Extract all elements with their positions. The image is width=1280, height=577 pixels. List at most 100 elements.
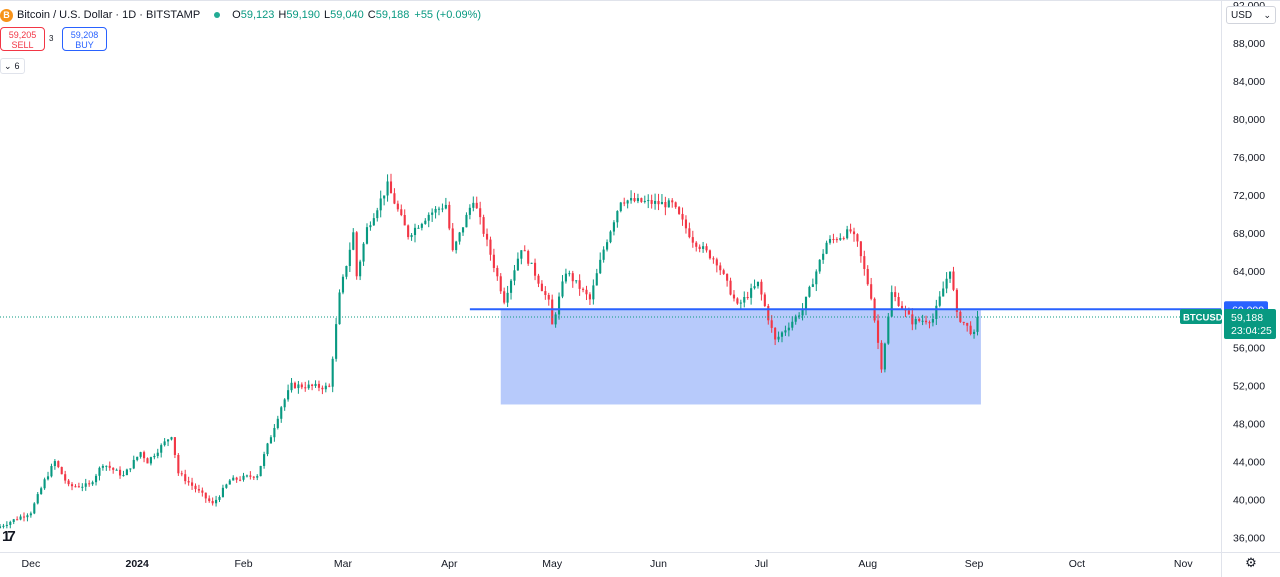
candle-body	[664, 201, 667, 208]
candle-body	[84, 483, 87, 487]
candle-body	[427, 214, 430, 221]
candle-body	[575, 280, 578, 282]
candle-body	[533, 262, 537, 276]
candle-body	[256, 476, 259, 478]
low-value: 59,040	[330, 9, 364, 21]
price-axis[interactable]: 36,00040,00044,00048,00052,00056,00060,0…	[1233, 0, 1265, 545]
candle-body	[413, 227, 417, 236]
gear-icon[interactable]: ⚙	[1245, 555, 1257, 570]
candle-body	[499, 276, 502, 292]
price-tick-label: 48,000	[1233, 419, 1265, 431]
candle-body	[948, 271, 952, 279]
candle-body	[924, 320, 928, 323]
candle-body	[160, 445, 163, 453]
candle-body	[485, 233, 489, 240]
candle-body	[335, 324, 338, 359]
price-tick-label: 76,000	[1233, 152, 1265, 164]
candle-body	[966, 322, 969, 326]
candle-body	[942, 288, 945, 297]
last-price-tag	[1224, 309, 1276, 340]
candle-body	[153, 455, 156, 458]
indicators-toggle-button[interactable]: ⌄ 6	[0, 58, 25, 74]
change-value: +55 (+0.09%)	[414, 9, 482, 21]
candle-body	[729, 280, 732, 295]
candle-body	[221, 487, 224, 497]
candle-body	[321, 387, 324, 390]
candle-body	[705, 246, 708, 251]
candle-body	[955, 289, 958, 312]
sell-price: 59,205	[8, 30, 37, 40]
candle-body	[918, 319, 921, 322]
candle-body	[746, 297, 749, 299]
price-tick-label: 88,000	[1233, 38, 1265, 50]
candle-body	[225, 484, 228, 488]
time-tick-label: Dec	[22, 558, 41, 570]
candle-body	[280, 407, 283, 419]
candle-body	[962, 321, 965, 323]
candle-body	[317, 383, 321, 388]
candle-body	[400, 209, 403, 216]
candle-body	[599, 259, 602, 274]
sell-button[interactable]: 59,205 SELL	[0, 27, 45, 51]
symbol-legend: B Bitcoin / U.S. Dollar · 1D · BITSTAMP …	[0, 6, 481, 24]
candle-body	[287, 390, 290, 400]
time-tick-label: Feb	[234, 558, 252, 570]
close-value: 59,188	[375, 9, 410, 21]
candle-body	[393, 193, 396, 204]
candle-body	[129, 468, 132, 470]
candle-body	[132, 459, 135, 469]
candle-body	[194, 485, 197, 490]
candle-body	[105, 465, 108, 467]
candle-body	[760, 281, 763, 295]
candle-body	[67, 480, 70, 485]
candle-body	[842, 238, 845, 240]
candle-body	[784, 330, 787, 333]
candle-body	[204, 492, 207, 499]
candle-body	[122, 475, 125, 477]
candle-body	[448, 204, 451, 229]
high-value: 59,190	[286, 9, 320, 21]
candle-body	[136, 456, 139, 460]
candle-body	[276, 418, 279, 428]
candle-body	[623, 202, 626, 204]
candle-body	[149, 457, 152, 464]
price-tick-label: 56,000	[1233, 342, 1265, 354]
candle-body	[626, 200, 629, 204]
symbol-title[interactable]: Bitcoin / U.S. Dollar · 1D · BITSTAMP	[17, 9, 201, 21]
candles	[0, 173, 979, 529]
candle-body	[619, 202, 622, 212]
time-tick-label: Apr	[441, 558, 458, 570]
candle-body	[945, 278, 948, 289]
symbol-tag	[1180, 309, 1222, 325]
candle-body	[163, 441, 166, 446]
countdown-label: 23:04:25	[1231, 325, 1272, 337]
candle-body	[458, 232, 461, 242]
currency-select[interactable]: USD ⌄	[1226, 6, 1276, 24]
time-axis[interactable]: Dec 2024 Feb Mar Apr May Jun Jul Aug Sep Oct Nov	[22, 558, 1194, 570]
candle-body	[455, 241, 458, 251]
candle-body	[609, 231, 612, 243]
candle-body	[112, 467, 115, 470]
candle-body	[688, 228, 691, 238]
buy-label: BUY	[75, 40, 94, 50]
candle-body	[753, 286, 756, 289]
candle-body	[887, 316, 890, 344]
tradingview-logo-icon[interactable]: 17	[2, 528, 16, 545]
time-tick-label: Jun	[650, 558, 667, 570]
candle-body	[417, 227, 420, 229]
candle-body	[396, 203, 399, 210]
candle-body	[252, 476, 255, 478]
candle-body	[931, 318, 934, 323]
low-label: L	[324, 9, 331, 21]
candle-body	[33, 503, 36, 514]
currency-value: USD	[1231, 9, 1253, 21]
candle-body	[856, 234, 859, 242]
last-price-tag-label: 59,188	[1231, 312, 1263, 324]
candle-body	[568, 273, 571, 275]
candle-body	[266, 443, 269, 455]
candle-body	[12, 519, 15, 522]
buy-button[interactable]: 59,208 BUY	[62, 27, 107, 51]
candle-body	[671, 200, 674, 203]
